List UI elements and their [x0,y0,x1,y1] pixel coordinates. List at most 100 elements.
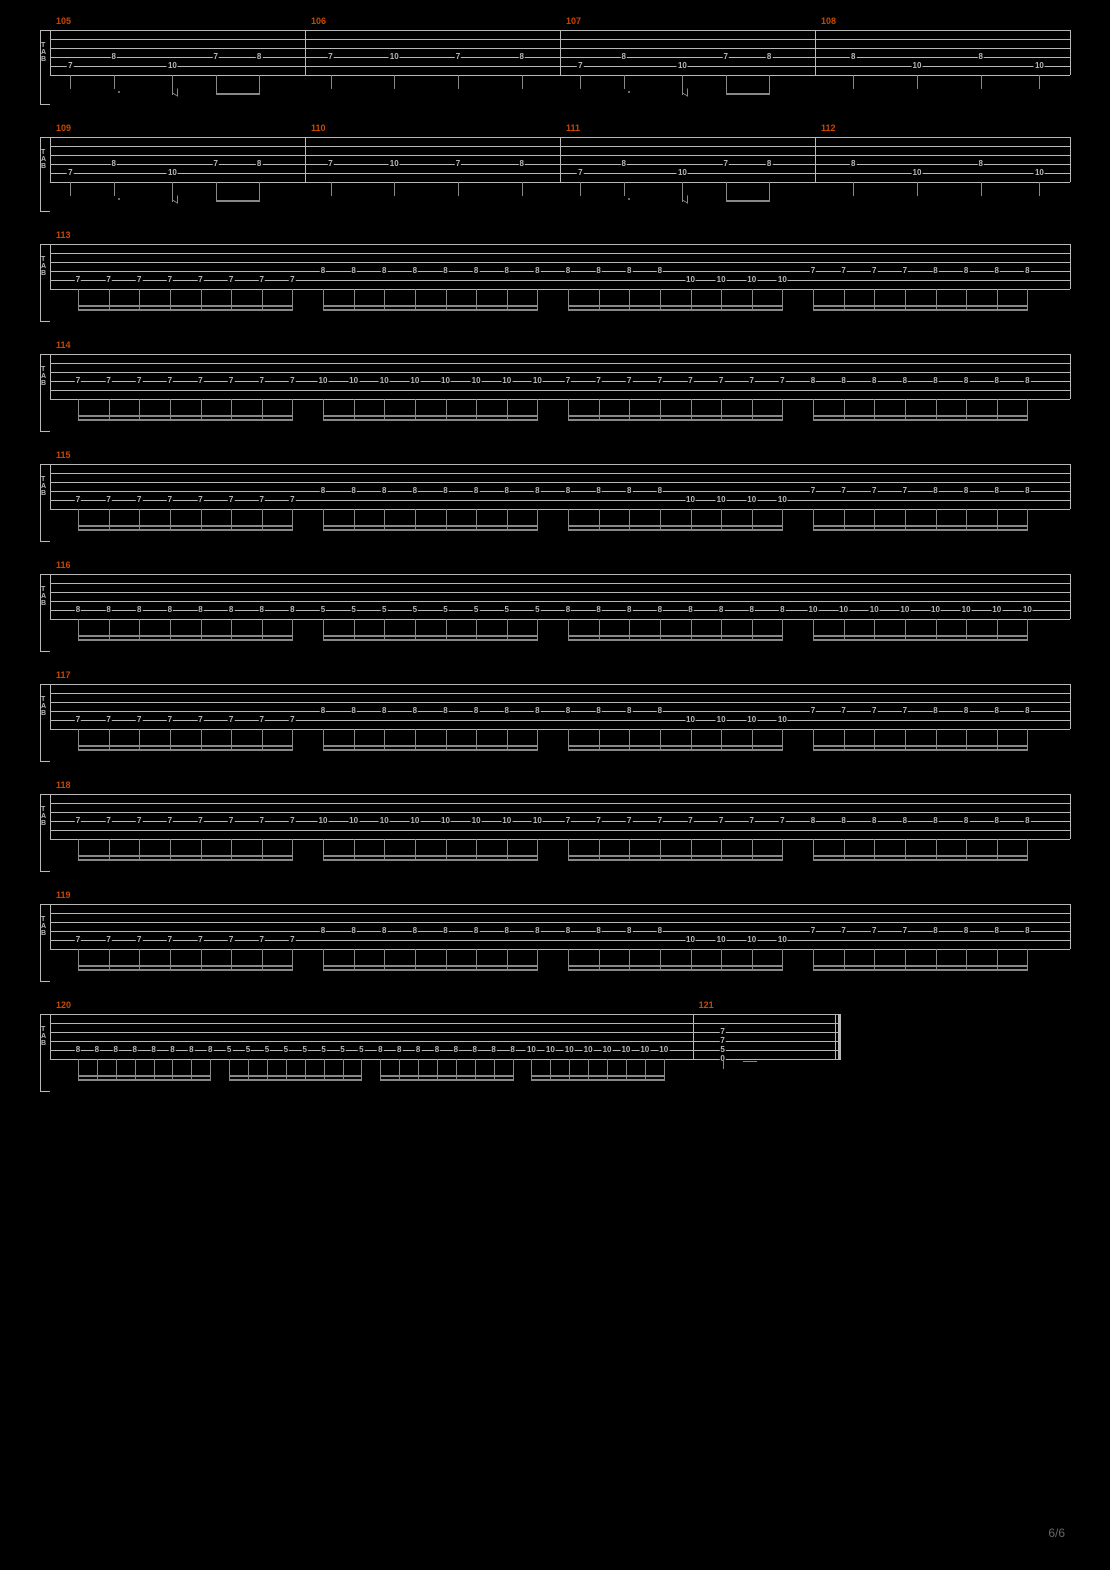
barline [1070,904,1071,949]
fret-number: 10 [716,496,727,504]
fret-number: 8 [534,707,540,715]
fret-number: 8 [766,160,772,168]
fret-number: 10 [409,817,420,825]
barline [1070,137,1071,182]
fret-number: 7 [810,927,816,935]
fret-number: 7 [289,936,295,944]
fret-number: 8 [381,267,387,275]
stems-area [50,509,1070,539]
fret-number: 7 [687,377,693,385]
staff-line [50,372,1070,373]
fret-number: 10 [777,716,788,724]
barline [1070,574,1071,619]
fret-number: 10 [1034,62,1045,70]
fret-number: 10 [658,1046,669,1054]
fret-number: 8 [75,1046,81,1054]
barline [50,354,51,399]
staff-line [50,1014,841,1015]
fret-number: 7 [228,817,234,825]
fret-number: 7 [105,817,111,825]
staff-line [50,491,1070,492]
fret-number: 7 [136,817,142,825]
staff: 10978107811071078111781078112810810 [50,137,1070,182]
fret-number: 8 [509,1046,515,1054]
fret-number: 7 [228,716,234,724]
tab-label: TAB [41,1026,46,1047]
fret-number: 8 [932,377,938,385]
fret-number: 7 [595,377,601,385]
fret-number: 8 [442,707,448,715]
fret-number: 7 [105,496,111,504]
fret-number: 5 [264,1046,270,1054]
fret-number: 10 [685,276,696,284]
fret-number: 8 [871,817,877,825]
fret-number: 7 [871,267,877,275]
fret-number: 7 [565,377,571,385]
fret-number: 10 [838,606,849,614]
measure-number: 109 [56,123,71,133]
barline [835,1014,836,1059]
barline [50,30,51,75]
fret-number: 5 [473,606,479,614]
tab-label: TAB [41,149,46,170]
fret-number: 7 [749,377,755,385]
fret-number: 10 [677,169,688,177]
fret-number: 8 [978,160,984,168]
fret-number: 8 [1024,267,1030,275]
staff: 1168888888855555555888888881010101010101… [50,574,1070,619]
fret-number: 8 [626,487,632,495]
tab-label: TAB [41,586,46,607]
fret-number: 7 [197,276,203,284]
fret-number: 10 [1034,169,1045,177]
fret-number: 7 [167,936,173,944]
staff-line [50,913,1070,914]
fret-number: 8 [565,927,571,935]
fret-number: 7 [723,53,729,61]
fret-number: 8 [595,606,601,614]
fret-number: 10 [564,1046,575,1054]
fret-number: 8 [657,707,663,715]
fret-number: 8 [105,606,111,614]
fret-number: 8 [657,487,663,495]
fret-number: 7 [136,496,142,504]
fret-number: 8 [850,53,856,61]
measure-number: 117 [56,670,71,680]
tab-system: TAB1168888888855555555888888881010101010… [40,574,1070,652]
fret-number: 7 [228,276,234,284]
fret-number: 8 [150,1046,156,1054]
fret-number: 8 [381,927,387,935]
measure-number: 108 [821,16,836,26]
fret-number: 7 [259,496,265,504]
fret-number: 8 [871,377,877,385]
tab-label: TAB [41,806,46,827]
fret-number: 7 [289,276,295,284]
fret-number: 8 [111,160,117,168]
fret-number: 8 [256,53,262,61]
fret-number: 8 [289,606,295,614]
fret-number: 5 [283,1046,289,1054]
fret-number: 8 [412,707,418,715]
stems-area [50,289,1070,319]
staff-line [50,931,1070,932]
fret-number: 7 [657,817,663,825]
fret-number: 7 [723,160,729,168]
fret-number: 8 [412,487,418,495]
fret-number: 10 [746,276,757,284]
fret-number: 7 [840,487,846,495]
fret-number: 8 [565,487,571,495]
fret-number: 10 [808,606,819,614]
fret-number: 7 [902,267,908,275]
fret-number: 8 [381,707,387,715]
fret-number: 7 [136,936,142,944]
fret-number: 7 [75,936,81,944]
measure-number: 114 [56,340,71,350]
fret-number: 8 [963,927,969,935]
fret-number: 7 [718,377,724,385]
tab-label: TAB [41,476,46,497]
fret-number: 10 [545,1046,556,1054]
tab-system: TAB10578107810671078107781078108810810 [40,30,1070,105]
staff-line [50,574,1070,575]
barline [1070,794,1071,839]
fret-number: 8 [94,1046,100,1054]
tab-system: TAB1177777777788888888888810101010777788… [40,684,1070,762]
